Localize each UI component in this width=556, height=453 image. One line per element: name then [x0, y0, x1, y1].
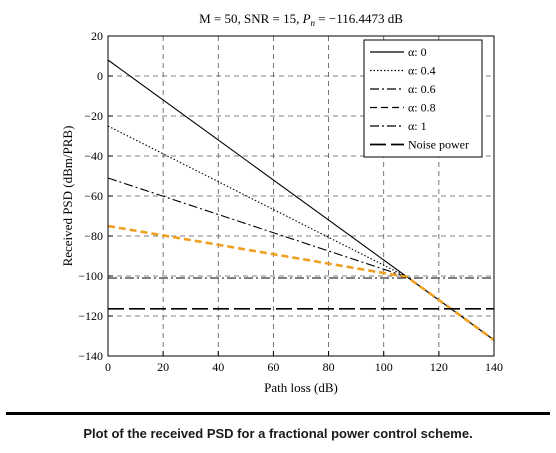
chart-title-suffix: = −116.4473 dB	[315, 11, 403, 26]
axis-ticks: 0 20 40 60 80 100 120 140 20 0 −20 −40 −60 −80 −100 −12…	[78, 29, 503, 374]
chart-title-p: P	[302, 11, 311, 26]
x-tick-label: 0	[105, 360, 111, 374]
y-tick-label: 0	[97, 69, 103, 83]
chart-title: M = 50, SNR = 15, Pn = −116.4473 dB	[199, 11, 403, 28]
x-tick-label: 140	[485, 360, 503, 374]
legend-label: α: 0.4	[408, 64, 436, 78]
y-tick-label: −120	[78, 309, 103, 323]
series-lines	[107, 59, 495, 342]
legend-label: α: 0	[408, 45, 427, 59]
figure-caption: Plot of the received PSD for a fractiona…	[83, 426, 473, 441]
y-tick-label: −100	[78, 269, 103, 283]
y-tick-label: −60	[84, 189, 103, 203]
series-line-3	[107, 224, 495, 342]
legend-box	[363, 39, 483, 158]
y-axis-label: Received PSD (dBm/PRB)	[60, 126, 75, 267]
series-line-1	[107, 125, 408, 278]
y-tick-label: −40	[84, 149, 103, 163]
x-tick-label: 40	[212, 360, 224, 374]
legend-label: α: 1	[408, 119, 427, 133]
series-line-2	[107, 177, 408, 278]
legend-label: Noise power	[408, 138, 469, 152]
x-tick-label: 20	[157, 360, 169, 374]
x-tick-label: 100	[375, 360, 393, 374]
y-tick-label: −140	[78, 349, 103, 363]
chart-title-prefix: M = 50, SNR = 15,	[199, 11, 303, 26]
x-axis-label: Path loss (dB)	[264, 380, 338, 395]
y-tick-label: −20	[84, 109, 103, 123]
grid-lines	[108, 36, 494, 356]
legend-label: α: 0.6	[408, 82, 436, 96]
legend-label: α: 0.8	[408, 101, 436, 115]
caption-divider	[6, 412, 550, 415]
y-tick-label: 20	[91, 29, 103, 43]
x-tick-label: 120	[430, 360, 448, 374]
legend: α: 0 α: 0.4 α: 0.6 α: 0.8 α: 1 Noise power	[363, 39, 483, 158]
x-tick-label: 80	[323, 360, 335, 374]
y-tick-label: −80	[84, 229, 103, 243]
psd-chart: 0 20 40 60 80 100 120 140 20 0 −20 −40 −60 −80 −100 −12…	[60, 11, 503, 395]
chart-title-sub: n	[311, 18, 316, 28]
x-tick-label: 60	[267, 360, 279, 374]
